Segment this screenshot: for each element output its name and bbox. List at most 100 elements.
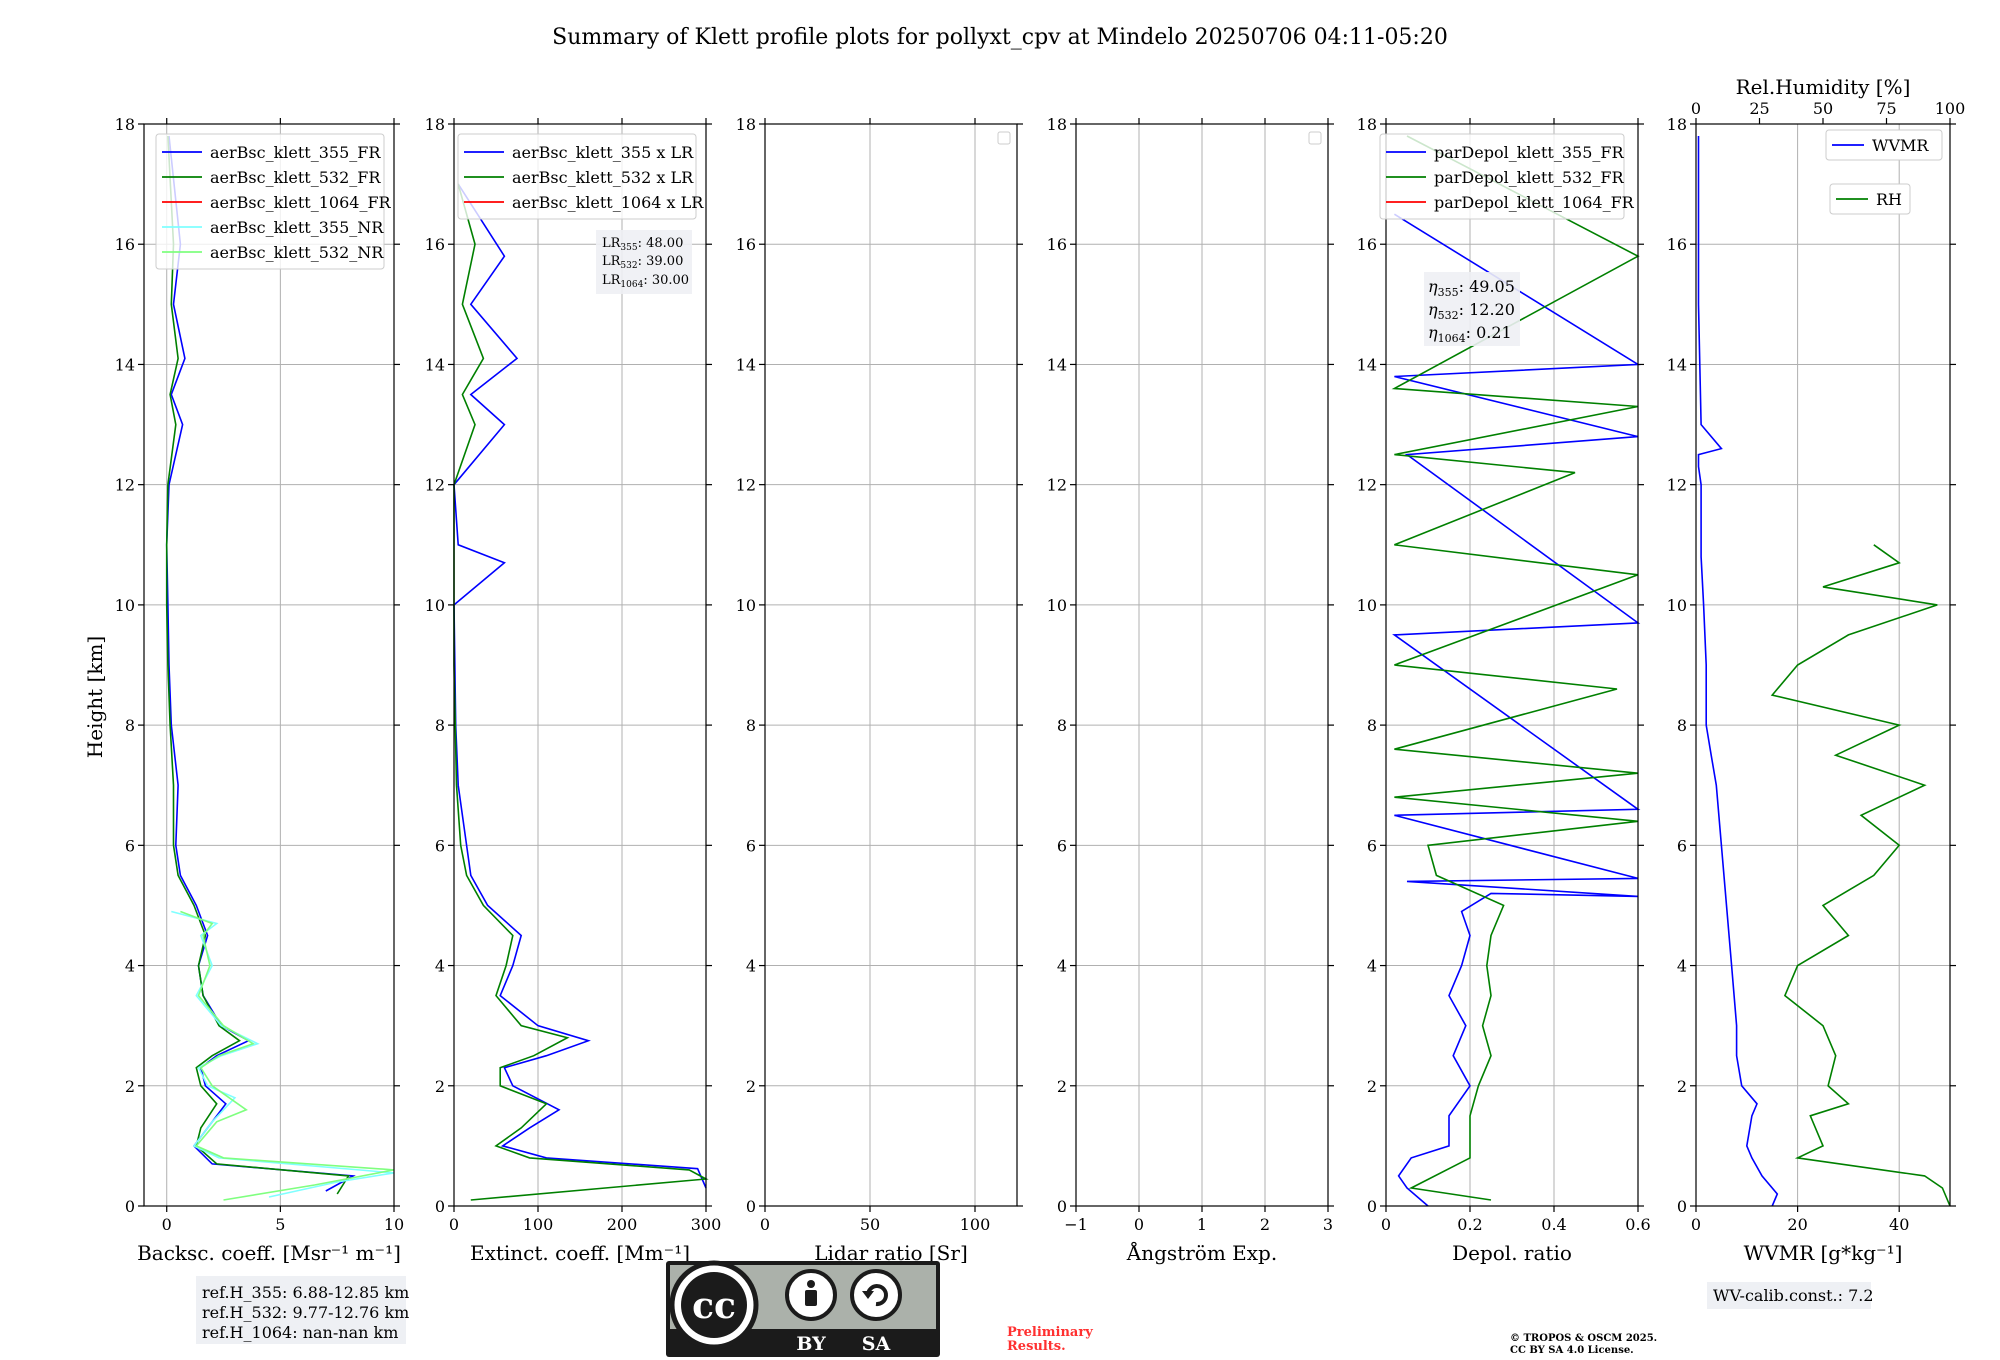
y-tick-label: 14 xyxy=(115,355,135,374)
x-tick-label: 0 xyxy=(1134,1215,1144,1234)
y-tick-label: 8 xyxy=(1057,716,1067,735)
x-tick-label: 0 xyxy=(1691,1215,1701,1234)
figure-title: Summary of Klett profile plots for polly… xyxy=(552,25,1448,50)
y-tick-label: 16 xyxy=(425,235,445,254)
x-tick-label: 100 xyxy=(960,1215,991,1234)
legend-label: aerBsc_klett_532_NR xyxy=(210,243,384,262)
y-tick-label: 2 xyxy=(125,1077,135,1096)
x-tick-label: −1 xyxy=(1064,1215,1088,1234)
preliminary-note: Preliminary Results. xyxy=(1007,1325,1093,1354)
series-parDepol_klett_355_FR xyxy=(1392,213,1641,1207)
y-tick-label: 14 xyxy=(1357,355,1377,374)
y-tick-label: 8 xyxy=(1367,716,1377,735)
legend-label: aerBsc_klett_355_FR xyxy=(210,143,381,162)
lr-annotation: LR355: 48.00 LR532: 39.00 LR1064: 30.00 xyxy=(596,230,692,294)
y-tick-label: 10 xyxy=(425,596,445,615)
y-tick-label: 6 xyxy=(1367,836,1377,855)
y-tick-label: 8 xyxy=(746,716,756,735)
x-tick-label: 10 xyxy=(384,1215,404,1234)
legend-label: RH xyxy=(1876,190,1902,209)
y-tick-label: 14 xyxy=(736,355,756,374)
svg-text:η1064: 0.21: η1064: 0.21 xyxy=(1428,323,1512,345)
legend-label: parDepol_klett_355_FR xyxy=(1434,143,1625,162)
axes-frame xyxy=(143,123,395,1207)
y-tick-label: 6 xyxy=(1057,836,1067,855)
axes-frame xyxy=(764,123,1018,1207)
series-aerBsc_klett_355 x LR xyxy=(453,183,707,1189)
legend-box xyxy=(1825,129,1943,161)
y-tick-label: 10 xyxy=(115,596,135,615)
legend-label: aerBsc_klett_1064_FR xyxy=(210,193,392,212)
sa-icon xyxy=(850,1269,902,1321)
legend-label: parDepol_klett_1064_FR xyxy=(1434,193,1635,212)
copyright-line-1: © TROPOS & OSCM 2025. xyxy=(1510,1333,1657,1344)
x2-tick-label: 0 xyxy=(1691,99,1701,118)
series-aerBsc_klett_355_FR xyxy=(165,135,356,1192)
x-tick-label: 0.6 xyxy=(1625,1215,1650,1234)
preliminary-line-1: Preliminary xyxy=(1007,1325,1093,1340)
legend-box xyxy=(1829,183,1911,215)
license-sa: SA xyxy=(862,1333,891,1355)
y-tick-label: 12 xyxy=(736,476,756,495)
cc-license-badge: cc BY SA xyxy=(666,1260,940,1357)
y-tick-label: 18 xyxy=(425,115,445,134)
y-tick-label: 2 xyxy=(1367,1077,1377,1096)
x-axis-label-backscatter: Backsc. coeff. [Msr⁻¹ m⁻¹] xyxy=(137,1241,401,1265)
y-tick-label: 12 xyxy=(1047,476,1067,495)
lr355-value: 48.00 xyxy=(646,236,683,251)
x2-tick-label: 75 xyxy=(1876,99,1896,118)
x-tick-label: 50 xyxy=(860,1215,880,1234)
series-RH xyxy=(1770,544,1951,1207)
legend-backscatter: aerBsc_klett_355_FR aerBsc_klett_532_FRae… xyxy=(155,133,392,270)
x-tick-label: 20 xyxy=(1787,1215,1807,1234)
y-tick-label: 0 xyxy=(1057,1197,1067,1216)
eta1064-value: 0.21 xyxy=(1476,323,1512,342)
x-tick-label: 1 xyxy=(1197,1215,1207,1234)
y-tick-label: 10 xyxy=(1667,596,1687,615)
y-tick-label: 18 xyxy=(115,115,135,134)
legend-extinction: aerBsc_klett_355 x LR aerBsc_klett_532 x … xyxy=(457,133,704,220)
y-tick-label: 8 xyxy=(125,716,135,735)
y-tick-label: 0 xyxy=(435,1197,445,1216)
legend-RH: RH xyxy=(1829,183,1911,215)
legend-label: aerBsc_klett_1064 x LR xyxy=(512,193,704,212)
y-tick-label: 0 xyxy=(125,1197,135,1216)
y-tick-label: 4 xyxy=(1677,957,1687,976)
y-tick-label: 2 xyxy=(746,1077,756,1096)
y-tick-label: 0 xyxy=(1677,1197,1687,1216)
axes-frame xyxy=(1695,123,1951,1207)
x-tick-label: 5 xyxy=(275,1215,285,1234)
reference-heights: ref.H_355: 6.88-12.85 km ref.H_532: 9.77… xyxy=(196,1276,409,1344)
x-tick-label: 0.2 xyxy=(1457,1215,1482,1234)
eta-annotation: η355: 49.05 η532: 12.20 η1064: 0.21 xyxy=(1424,272,1520,346)
y-tick-label: 16 xyxy=(1667,235,1687,254)
y-tick-label: 18 xyxy=(736,115,756,134)
y-tick-label: 16 xyxy=(736,235,756,254)
x-axis-label-depol: Depol. ratio xyxy=(1452,1241,1572,1265)
y-tick-label: 10 xyxy=(736,596,756,615)
y-tick-label: 12 xyxy=(115,476,135,495)
legend-label: aerBsc_klett_355 x LR xyxy=(512,143,694,162)
lr1064-value: 30.00 xyxy=(652,273,689,288)
svg-text:LR355: 48.00: LR355: 48.00 xyxy=(602,236,683,253)
x-axis-label-wvmr: WVMR [g*kg⁻¹] xyxy=(1744,1241,1903,1265)
copyright-line-2: CC BY SA 4.0 License. xyxy=(1510,1345,1634,1356)
x-tick-label: 2 xyxy=(1260,1215,1270,1234)
x-tick-label: 0.4 xyxy=(1541,1215,1566,1234)
x2-tick-label: 50 xyxy=(1813,99,1833,118)
refh-1064: ref.H_1064: nan-nan km xyxy=(202,1323,398,1342)
x2-tick-label: 100 xyxy=(1935,99,1966,118)
y-tick-label: 4 xyxy=(746,957,756,976)
panel-backscatter: 0 2 4 6 8 10 12 14 16 18 0 5 10 Backsc. coeff. [Msr⁻¹… xyxy=(115,115,405,1265)
y-tick-label: 2 xyxy=(1057,1077,1067,1096)
x-tick-label: 0 xyxy=(162,1215,172,1234)
legend-label: WVMR xyxy=(1872,136,1929,155)
axes-frame xyxy=(453,123,707,1207)
y-tick-label: 6 xyxy=(435,836,445,855)
legend-label: aerBsc_klett_532_FR xyxy=(210,168,381,187)
y-tick-label: 8 xyxy=(435,716,445,735)
svg-text:LR1064: 30.00: LR1064: 30.00 xyxy=(602,273,689,290)
